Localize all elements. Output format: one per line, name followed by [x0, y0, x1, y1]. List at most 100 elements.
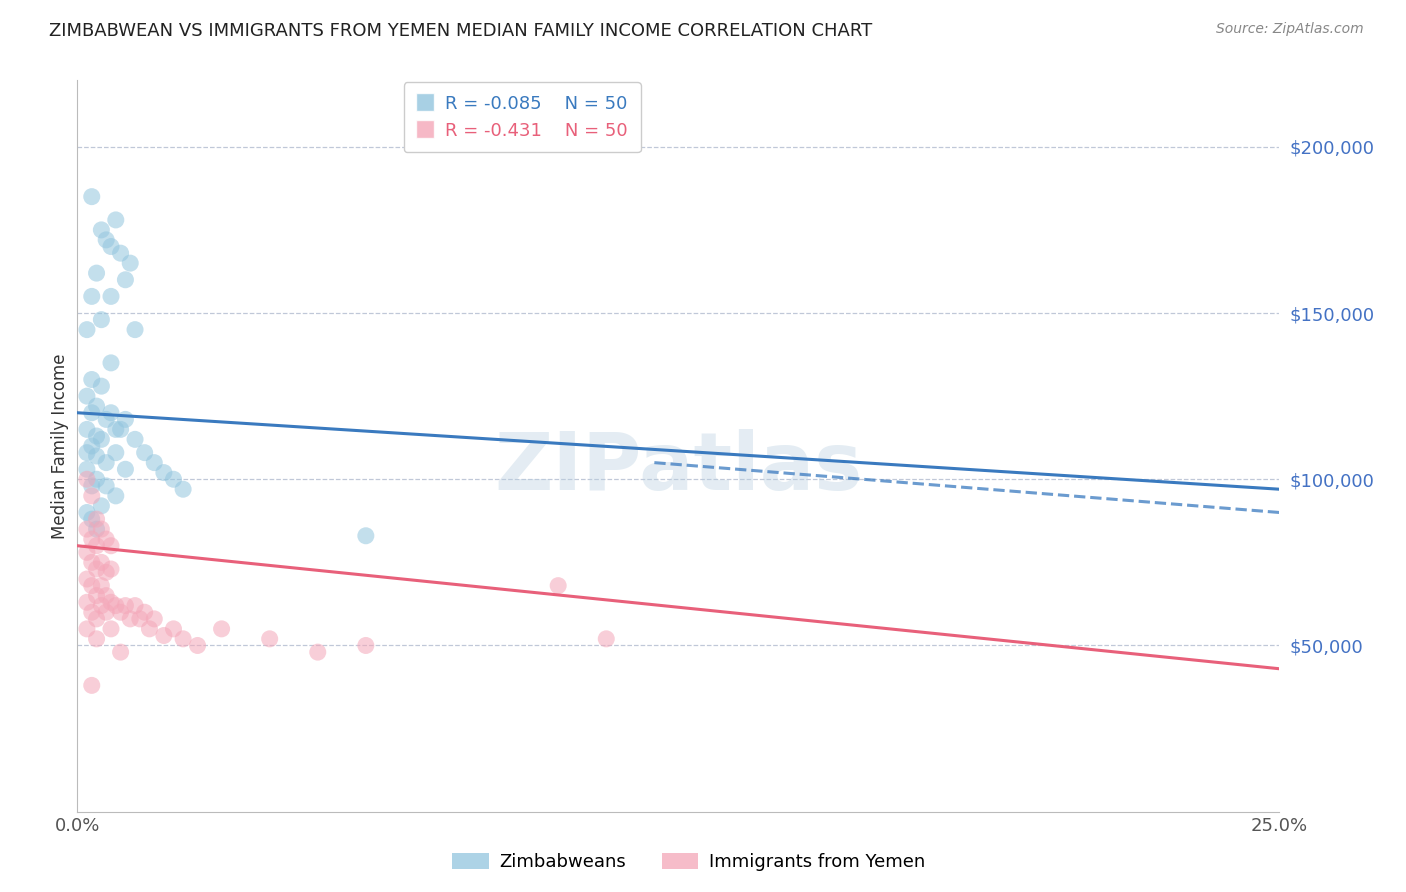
Point: [86, 632, 108, 646]
Point: [80, 289, 103, 303]
Point: [76, 445, 98, 459]
Point: [110, 422, 132, 436]
Point: [76, 506, 98, 520]
Point: [86, 589, 108, 603]
Point: [80, 532, 103, 546]
Point: [86, 539, 108, 553]
Point: [90, 433, 112, 447]
Point: [90, 312, 112, 326]
Point: [76, 522, 98, 536]
Point: [134, 605, 156, 619]
Point: [76, 462, 98, 476]
Point: [114, 599, 136, 613]
Point: [172, 482, 194, 496]
Point: [100, 622, 122, 636]
Point: [86, 472, 108, 486]
Point: [96, 605, 118, 619]
Point: [80, 406, 103, 420]
Text: Source: ZipAtlas.com: Source: ZipAtlas.com: [1216, 22, 1364, 37]
Point: [86, 512, 108, 526]
Point: [80, 512, 103, 526]
Point: [90, 599, 112, 613]
Point: [100, 289, 122, 303]
Point: [110, 645, 132, 659]
Point: [76, 323, 98, 337]
Point: [100, 595, 122, 609]
Point: [153, 466, 176, 480]
Point: [90, 499, 112, 513]
Point: [80, 555, 103, 569]
Legend: R = -0.085    N = 50, R = -0.431    N = 50: R = -0.085 N = 50, R = -0.431 N = 50: [404, 82, 641, 153]
Point: [80, 189, 103, 203]
Y-axis label: Median Family Income: Median Family Income: [51, 353, 69, 539]
Point: [80, 479, 103, 493]
Point: [114, 462, 136, 476]
Point: [80, 605, 103, 619]
Point: [143, 612, 166, 626]
Point: [104, 422, 127, 436]
Point: [307, 645, 329, 659]
Point: [162, 622, 184, 636]
Point: [100, 406, 122, 420]
Point: [128, 612, 150, 626]
Point: [120, 256, 142, 270]
Point: [86, 429, 108, 443]
Point: [90, 555, 112, 569]
Text: ZIPatlas: ZIPatlas: [495, 429, 862, 507]
Point: [172, 632, 194, 646]
Point: [104, 489, 127, 503]
Point: [211, 622, 233, 636]
Point: [90, 379, 112, 393]
Text: ZIMBABWEAN VS IMMIGRANTS FROM YEMEN MEDIAN FAMILY INCOME CORRELATION CHART: ZIMBABWEAN VS IMMIGRANTS FROM YEMEN MEDI…: [49, 22, 873, 40]
Legend: Zimbabweans, Immigrants from Yemen: Zimbabweans, Immigrants from Yemen: [446, 846, 932, 879]
Point: [76, 595, 98, 609]
Point: [96, 479, 118, 493]
Point: [100, 239, 122, 253]
Point: [153, 628, 176, 642]
Point: [86, 449, 108, 463]
Point: [80, 678, 103, 692]
Point: [96, 456, 118, 470]
Point: [547, 579, 569, 593]
Point: [104, 213, 127, 227]
Point: [259, 632, 281, 646]
Point: [86, 399, 108, 413]
Point: [80, 579, 103, 593]
Point: [110, 246, 132, 260]
Point: [96, 412, 118, 426]
Point: [100, 539, 122, 553]
Point: [76, 622, 98, 636]
Point: [86, 266, 108, 280]
Point: [354, 639, 377, 653]
Point: [96, 589, 118, 603]
Point: [90, 579, 112, 593]
Point: [354, 529, 377, 543]
Point: [104, 445, 127, 459]
Point: [86, 612, 108, 626]
Point: [104, 599, 127, 613]
Point: [90, 522, 112, 536]
Point: [76, 389, 98, 403]
Point: [114, 412, 136, 426]
Point: [96, 233, 118, 247]
Point: [143, 456, 166, 470]
Point: [100, 356, 122, 370]
Point: [138, 622, 160, 636]
Point: [162, 472, 184, 486]
Point: [76, 422, 98, 436]
Point: [76, 545, 98, 559]
Point: [124, 599, 146, 613]
Point: [76, 472, 98, 486]
Point: [90, 223, 112, 237]
Point: [96, 532, 118, 546]
Point: [86, 562, 108, 576]
Point: [595, 632, 617, 646]
Point: [120, 612, 142, 626]
Point: [100, 562, 122, 576]
Point: [80, 489, 103, 503]
Point: [86, 522, 108, 536]
Point: [124, 323, 146, 337]
Point: [110, 605, 132, 619]
Point: [134, 445, 156, 459]
Point: [80, 439, 103, 453]
